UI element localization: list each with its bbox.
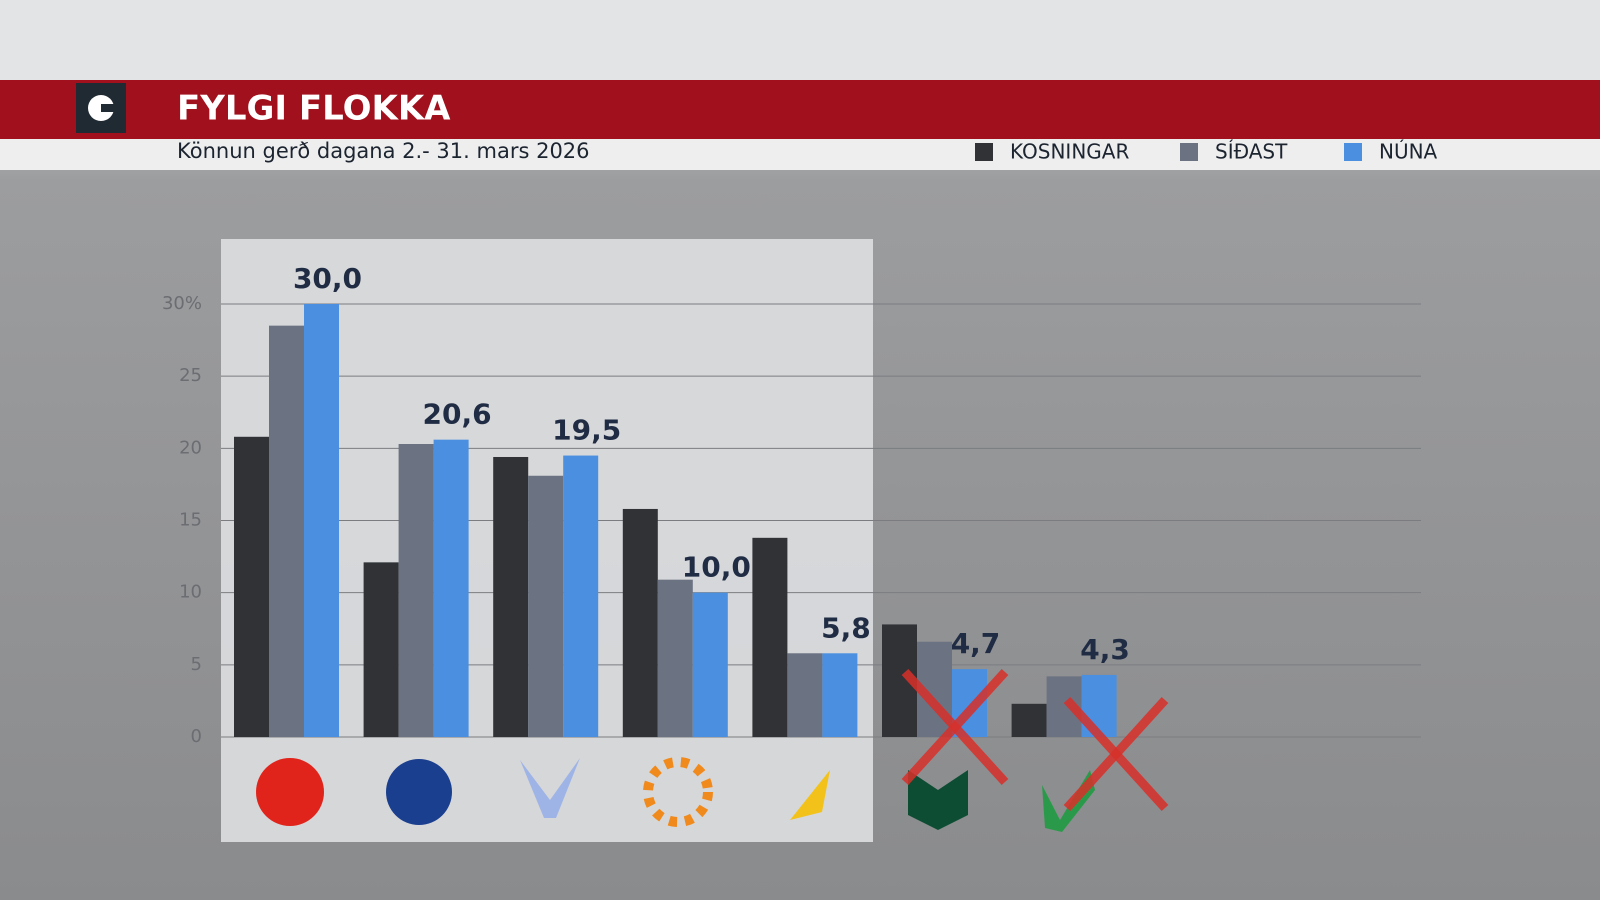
subtitle-band bbox=[0, 139, 1600, 170]
bar bbox=[304, 304, 339, 737]
chart-title: FYLGI FLOKKA bbox=[177, 89, 451, 129]
bar bbox=[528, 475, 564, 737]
bar bbox=[563, 455, 599, 737]
value-label: 5,8 bbox=[821, 611, 871, 644]
bar bbox=[234, 436, 269, 737]
logo-cut bbox=[101, 104, 115, 112]
legend-label: NÚNA bbox=[1379, 140, 1438, 164]
y-tick-label: 0 bbox=[191, 726, 202, 747]
party-logo bbox=[256, 758, 324, 826]
y-tick-label: 20 bbox=[179, 437, 202, 458]
value-label: 30,0 bbox=[293, 262, 362, 295]
bar bbox=[269, 325, 304, 737]
y-tick-label: 15 bbox=[179, 510, 202, 531]
value-label: 10,0 bbox=[682, 551, 751, 584]
bar bbox=[657, 579, 693, 737]
bar bbox=[752, 537, 788, 737]
party-logo bbox=[790, 770, 830, 820]
value-label: 20,6 bbox=[423, 398, 492, 431]
bar bbox=[363, 562, 399, 737]
title-band bbox=[0, 80, 1600, 139]
bar bbox=[433, 439, 469, 737]
top-strip bbox=[0, 0, 1600, 80]
bar bbox=[692, 592, 728, 737]
cross bbox=[901, 668, 1009, 786]
legend-swatch bbox=[975, 143, 993, 161]
legend-label: KOSNINGAR bbox=[1010, 140, 1129, 164]
party-logo bbox=[643, 757, 713, 827]
legend-swatch bbox=[1344, 143, 1362, 161]
party-logo bbox=[520, 758, 580, 818]
y-tick-label: 30% bbox=[162, 293, 202, 314]
y-tick-label: 5 bbox=[191, 654, 202, 675]
party-logo bbox=[386, 759, 452, 825]
chart-subtitle: Könnun gerð dagana 2.- 31. mars 2026 bbox=[177, 139, 590, 163]
value-label: 4,3 bbox=[1080, 633, 1130, 666]
bar bbox=[398, 444, 434, 737]
y-tick-label: 25 bbox=[179, 365, 202, 386]
y-tick-label: 10 bbox=[179, 582, 202, 603]
legend-swatch bbox=[1180, 143, 1198, 161]
bar bbox=[822, 653, 858, 737]
cross bbox=[1063, 696, 1169, 812]
legend-label: SÍÐAST bbox=[1215, 140, 1288, 164]
bar bbox=[787, 653, 823, 737]
bar bbox=[622, 508, 658, 737]
party-logo bbox=[908, 770, 968, 830]
bar bbox=[493, 456, 529, 737]
bar bbox=[1011, 703, 1047, 737]
value-label: 4,7 bbox=[951, 627, 1001, 660]
value-label: 19,5 bbox=[552, 414, 621, 447]
